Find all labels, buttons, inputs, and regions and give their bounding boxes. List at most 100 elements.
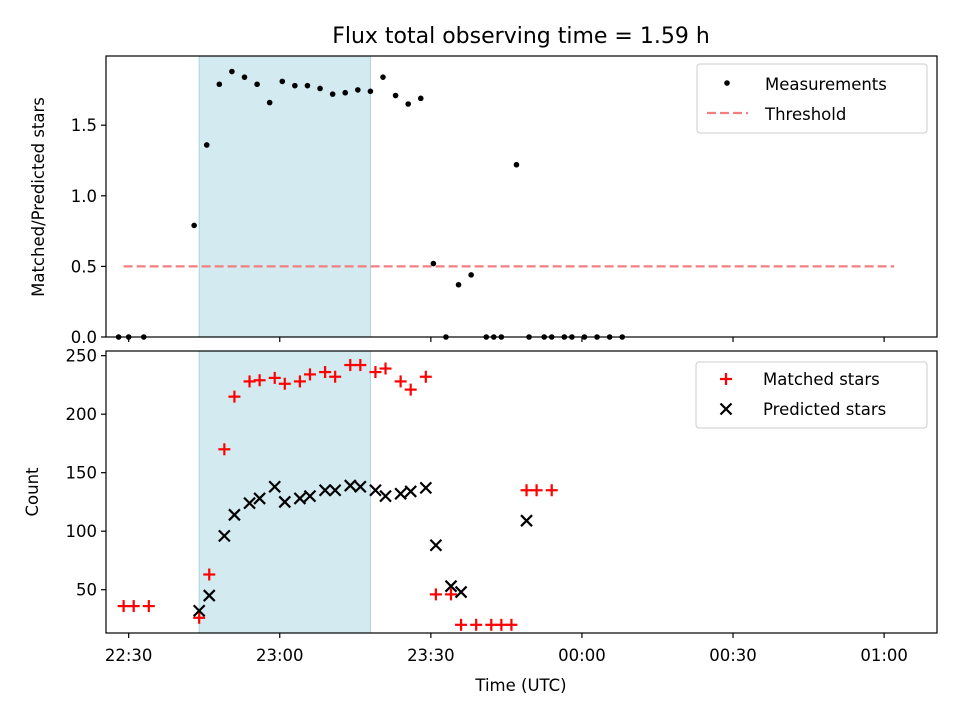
measurement-point bbox=[229, 68, 235, 75]
measurement-point bbox=[405, 101, 411, 107]
matched-star-point bbox=[278, 377, 291, 390]
measurement-point bbox=[216, 81, 223, 88]
predicted-star-point bbox=[243, 496, 256, 510]
measurement-point bbox=[513, 161, 520, 168]
x-stroke-b bbox=[343, 479, 357, 492]
predicted-star-point bbox=[454, 585, 468, 599]
matched-star-point bbox=[203, 568, 216, 581]
matched-star-point bbox=[218, 443, 231, 456]
x-tick-label: 00:00 bbox=[558, 646, 606, 665]
x-stroke-b bbox=[202, 589, 216, 602]
top-measurement-points bbox=[115, 68, 626, 340]
x-stroke-b bbox=[379, 489, 392, 503]
bottom-y-tick-label: 200 bbox=[66, 405, 98, 424]
predicted-star-point bbox=[218, 529, 231, 543]
predicted-star-point bbox=[429, 538, 443, 552]
legend-measurements-marker bbox=[724, 80, 730, 86]
x-stroke-b bbox=[404, 485, 417, 498]
matched-star-point bbox=[303, 368, 316, 381]
matched-star-point bbox=[404, 383, 417, 396]
top-x-tick-marks bbox=[128, 337, 885, 342]
top-legend: Measurements Threshold bbox=[696, 63, 928, 134]
matched-star-point bbox=[495, 618, 508, 631]
x-stroke-b bbox=[719, 402, 733, 416]
x-axis: 22:30 23:00 23:30 00:00 00:30 01:00 bbox=[105, 633, 908, 665]
legend-matched-label: Matched stars bbox=[763, 370, 880, 389]
matched-star-point bbox=[485, 618, 498, 631]
matched-star-point bbox=[505, 618, 518, 631]
bottom-y-tick-label: 150 bbox=[66, 464, 98, 483]
x-tick-label: 00:30 bbox=[709, 646, 757, 665]
legend-threshold-label: Threshold bbox=[764, 105, 846, 124]
measurement-point bbox=[241, 74, 248, 80]
matched-star-point bbox=[127, 600, 140, 613]
x-stroke-b bbox=[228, 508, 241, 522]
measurement-point bbox=[292, 82, 298, 89]
measurement-point bbox=[279, 78, 286, 85]
legend-measurements-label: Measurements bbox=[765, 75, 887, 94]
matched-star-point bbox=[268, 371, 281, 384]
bottom-y-tick-label: 100 bbox=[66, 522, 98, 541]
matched-star-point bbox=[344, 359, 357, 372]
predicted-star-point bbox=[379, 489, 392, 503]
predicted-star-point bbox=[369, 483, 382, 497]
predicted-star-point bbox=[318, 483, 332, 497]
x-stroke-b bbox=[218, 529, 231, 543]
matched-star-point bbox=[329, 370, 342, 383]
predicted-star-point bbox=[394, 487, 407, 501]
top-y-tick-label: 0.0 bbox=[71, 328, 97, 347]
matched-star-point bbox=[142, 600, 155, 613]
matched-star-point bbox=[243, 375, 256, 388]
measurement-point bbox=[367, 88, 374, 95]
bottom-plot-frame bbox=[105, 350, 938, 634]
x-stroke-b bbox=[253, 492, 266, 505]
predicted-stars-points bbox=[192, 479, 533, 618]
bottom-panel: 50 100 150 200 250 22:30 23:00 23:30 00:00 00:30… bbox=[23, 347, 938, 695]
matched-star-point bbox=[369, 366, 382, 379]
legend-matched-marker bbox=[720, 373, 732, 385]
x-stroke-b bbox=[293, 492, 307, 505]
bottom-y-tick-label: 50 bbox=[76, 581, 97, 600]
x-axis-label: Time (UTC) bbox=[474, 676, 566, 695]
matched-star-point bbox=[419, 370, 432, 383]
x-stroke-b bbox=[369, 483, 382, 497]
predicted-star-point bbox=[328, 483, 342, 497]
x-stroke-b bbox=[243, 496, 256, 510]
matched-star-point bbox=[444, 588, 457, 601]
x-stroke-b bbox=[278, 495, 292, 509]
bottom-legend: Matched stars Predicted stars bbox=[695, 361, 928, 429]
matched-star-point bbox=[520, 484, 533, 497]
x-tick-label: 23:30 bbox=[407, 646, 455, 665]
measurement-point bbox=[329, 91, 336, 97]
x-stroke-b bbox=[429, 538, 443, 552]
measurement-point bbox=[355, 87, 361, 93]
x-stroke-b bbox=[192, 604, 206, 618]
top-shaded-region bbox=[199, 56, 371, 337]
predicted-star-point bbox=[303, 489, 317, 503]
measurement-point bbox=[342, 89, 349, 96]
measurement-point bbox=[203, 142, 210, 148]
predicted-star-point bbox=[343, 479, 357, 492]
x-stroke-b bbox=[328, 483, 342, 497]
matched-star-point bbox=[228, 390, 241, 403]
bottom-legend-box bbox=[695, 361, 928, 429]
measurement-point bbox=[317, 85, 323, 92]
x-tick-label: 23:00 bbox=[256, 646, 304, 665]
measurement-point bbox=[430, 260, 437, 267]
bottom-y-tick-label: 250 bbox=[66, 347, 98, 366]
x-tick-label: 22:30 bbox=[105, 646, 153, 665]
top-panel: 0.0 0.5 1.0 1.5 Matched/Predicted stars Mea… bbox=[29, 55, 938, 347]
measurement-point bbox=[191, 222, 197, 229]
x-stroke-b bbox=[419, 481, 433, 495]
matched-star-point bbox=[530, 484, 543, 497]
x-tick-label: 01:00 bbox=[860, 646, 908, 665]
x-stroke-b bbox=[268, 480, 281, 494]
predicted-star-point bbox=[192, 604, 206, 618]
chart-title: Flux total observing time = 1.59 h bbox=[332, 24, 710, 49]
legend-predicted-label: Predicted stars bbox=[763, 400, 886, 419]
matched-star-point bbox=[470, 618, 483, 631]
top-y-tick-label: 0.5 bbox=[71, 257, 97, 276]
matched-star-point bbox=[394, 375, 407, 388]
top-plot-frame bbox=[105, 55, 938, 338]
